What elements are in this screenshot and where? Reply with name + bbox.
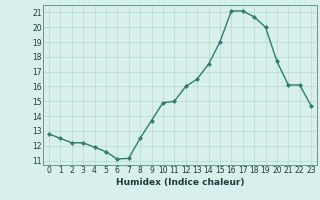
X-axis label: Humidex (Indice chaleur): Humidex (Indice chaleur) [116, 178, 244, 187]
